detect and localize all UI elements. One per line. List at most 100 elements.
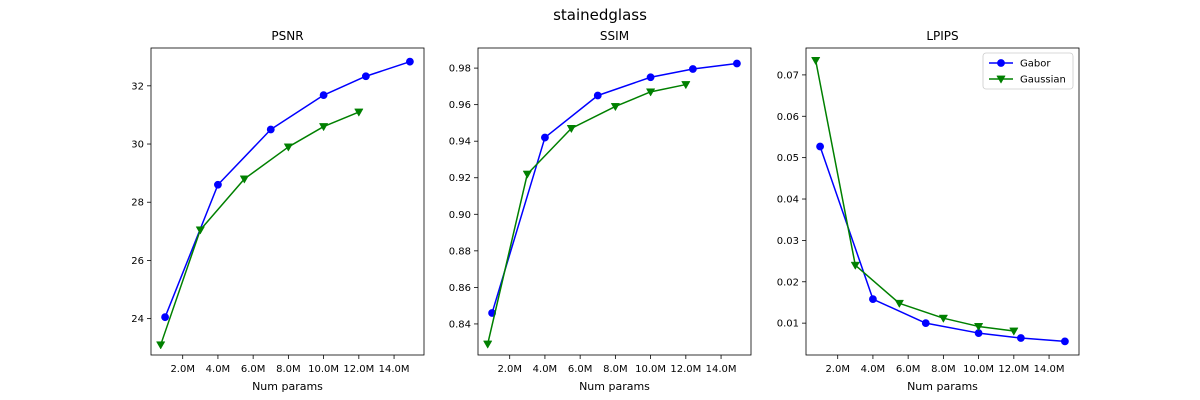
y-tick-label: 0.94 [449, 137, 471, 148]
x-axis-label: Num params [252, 380, 323, 393]
axes-frame [150, 47, 425, 356]
x-tick-label: 12.0M [670, 364, 701, 375]
y-tick-label: 0.92 [449, 173, 471, 184]
data-point [239, 175, 249, 184]
data-point [1061, 337, 1069, 346]
data-point [646, 73, 655, 82]
y-tick-label: 26 [131, 256, 144, 267]
x-tick-label: 2.0M [825, 364, 850, 375]
data-point [816, 142, 824, 151]
subplots: PSNR 2.0M 4.0M 6.0M 8.0M 10.0M 12.0M 14.0M 24 26 2… [131, 29, 1080, 393]
series-line [486, 83, 686, 345]
x-tick-label: 6.0M [568, 364, 593, 375]
y-tick-label: 0.05 [777, 153, 799, 164]
data-point [361, 72, 370, 81]
legend-label: Gabor [1020, 59, 1051, 70]
data-point [869, 295, 877, 304]
data-point [195, 226, 205, 235]
y-tick-label: 0.01 [777, 319, 799, 330]
data-point [1016, 334, 1025, 342]
x-axis-label: Num params [907, 380, 978, 393]
data-point [681, 81, 691, 90]
data-point [645, 88, 656, 97]
data-point [1009, 327, 1019, 336]
data-point [811, 57, 821, 66]
x-tick-label: 4.0M [533, 364, 558, 375]
data-point [354, 108, 364, 117]
x-tick-label: 8.0M [276, 364, 301, 375]
legend-box [982, 52, 1074, 90]
y-tick-label: 24 [131, 314, 144, 325]
legend-label: Gaussian [1020, 75, 1066, 86]
data-point [406, 57, 414, 66]
data-point [938, 314, 949, 323]
data-point [733, 59, 741, 68]
subplot-title: PSNR [271, 29, 303, 43]
figure-title: stainedglass [553, 6, 647, 24]
data-point [593, 91, 602, 100]
x-tick-label: 14.0M [379, 364, 410, 375]
y-tick-label: 30 [131, 140, 144, 151]
y-tick-label: 0.84 [449, 319, 471, 330]
series-line [491, 62, 738, 314]
legend-marker [996, 75, 1006, 84]
data-point [894, 299, 904, 308]
x-tick-label: 10.0M [963, 364, 994, 375]
data-point [921, 319, 930, 328]
axes-frame [477, 47, 752, 356]
subplot-lpips: LPIPS 2.0M 4.0M 6.0M 8.0M 10.0M 12.0M 14.0M 0.01… [777, 29, 1080, 393]
series-gaussian [811, 57, 1019, 336]
series-gaussian [483, 81, 691, 349]
subplot-title: SSIM [600, 29, 629, 43]
y-tick-label: 0.88 [449, 246, 471, 257]
y-tick-label: 28 [131, 198, 144, 209]
series-line [164, 60, 411, 318]
x-tick-label: 12.0M [998, 364, 1029, 375]
x-tick-label: 8.0M [931, 364, 956, 375]
data-point [266, 125, 275, 134]
legend-marker [997, 59, 1005, 67]
x-tick-label: 2.0M [170, 364, 195, 375]
data-point [483, 340, 493, 349]
x-tick-label: 6.0M [241, 364, 266, 375]
data-point [283, 143, 294, 152]
data-point [541, 133, 549, 142]
series-line [159, 111, 360, 346]
series-line [814, 60, 1014, 332]
data-point [318, 123, 329, 132]
x-tick-label: 12.0M [343, 364, 374, 375]
series-gaussian [156, 108, 364, 350]
y-tick-label: 0.98 [449, 64, 471, 75]
y-tick-label: 0.02 [777, 277, 799, 288]
data-point [610, 103, 621, 112]
x-tick-label: 4.0M [206, 364, 231, 375]
y-tick-label: 0.90 [449, 210, 471, 221]
x-tick-label: 10.0M [635, 364, 666, 375]
subplot-psnr: PSNR 2.0M 4.0M 6.0M 8.0M 10.0M 12.0M 14.0M 24 26 2… [131, 29, 425, 393]
data-point [850, 261, 860, 270]
y-tick-label: 0.86 [449, 283, 471, 294]
data-point [214, 180, 222, 189]
x-tick-label: 4.0M [861, 364, 886, 375]
data-point [973, 323, 984, 332]
x-axis-label: Num params [579, 380, 650, 393]
data-point [319, 91, 328, 100]
series-gabor [488, 59, 741, 317]
data-point [156, 341, 166, 350]
y-tick-label: 0.07 [777, 70, 799, 81]
y-tick-label: 32 [131, 81, 144, 92]
axes-frame [805, 47, 1080, 356]
y-tick-label: 0.96 [449, 100, 471, 111]
x-tick-label: 2.0M [497, 364, 522, 375]
y-tick-label: 0.03 [777, 236, 799, 247]
subplot-title: LPIPS [926, 29, 958, 43]
y-tick-label: 0.04 [777, 195, 799, 206]
data-point [688, 65, 697, 73]
y-tick-label: 0.06 [777, 112, 799, 123]
legend: Gabor Gaussian [982, 52, 1074, 90]
data-point [566, 125, 576, 134]
data-point [161, 313, 169, 322]
subplot-ssim: SSIM 2.0M 4.0M 6.0M 8.0M 10.0M 12.0M 14.0M 0.84 0… [449, 29, 752, 393]
x-tick-label: 10.0M [308, 364, 339, 375]
x-tick-label: 6.0M [896, 364, 921, 375]
